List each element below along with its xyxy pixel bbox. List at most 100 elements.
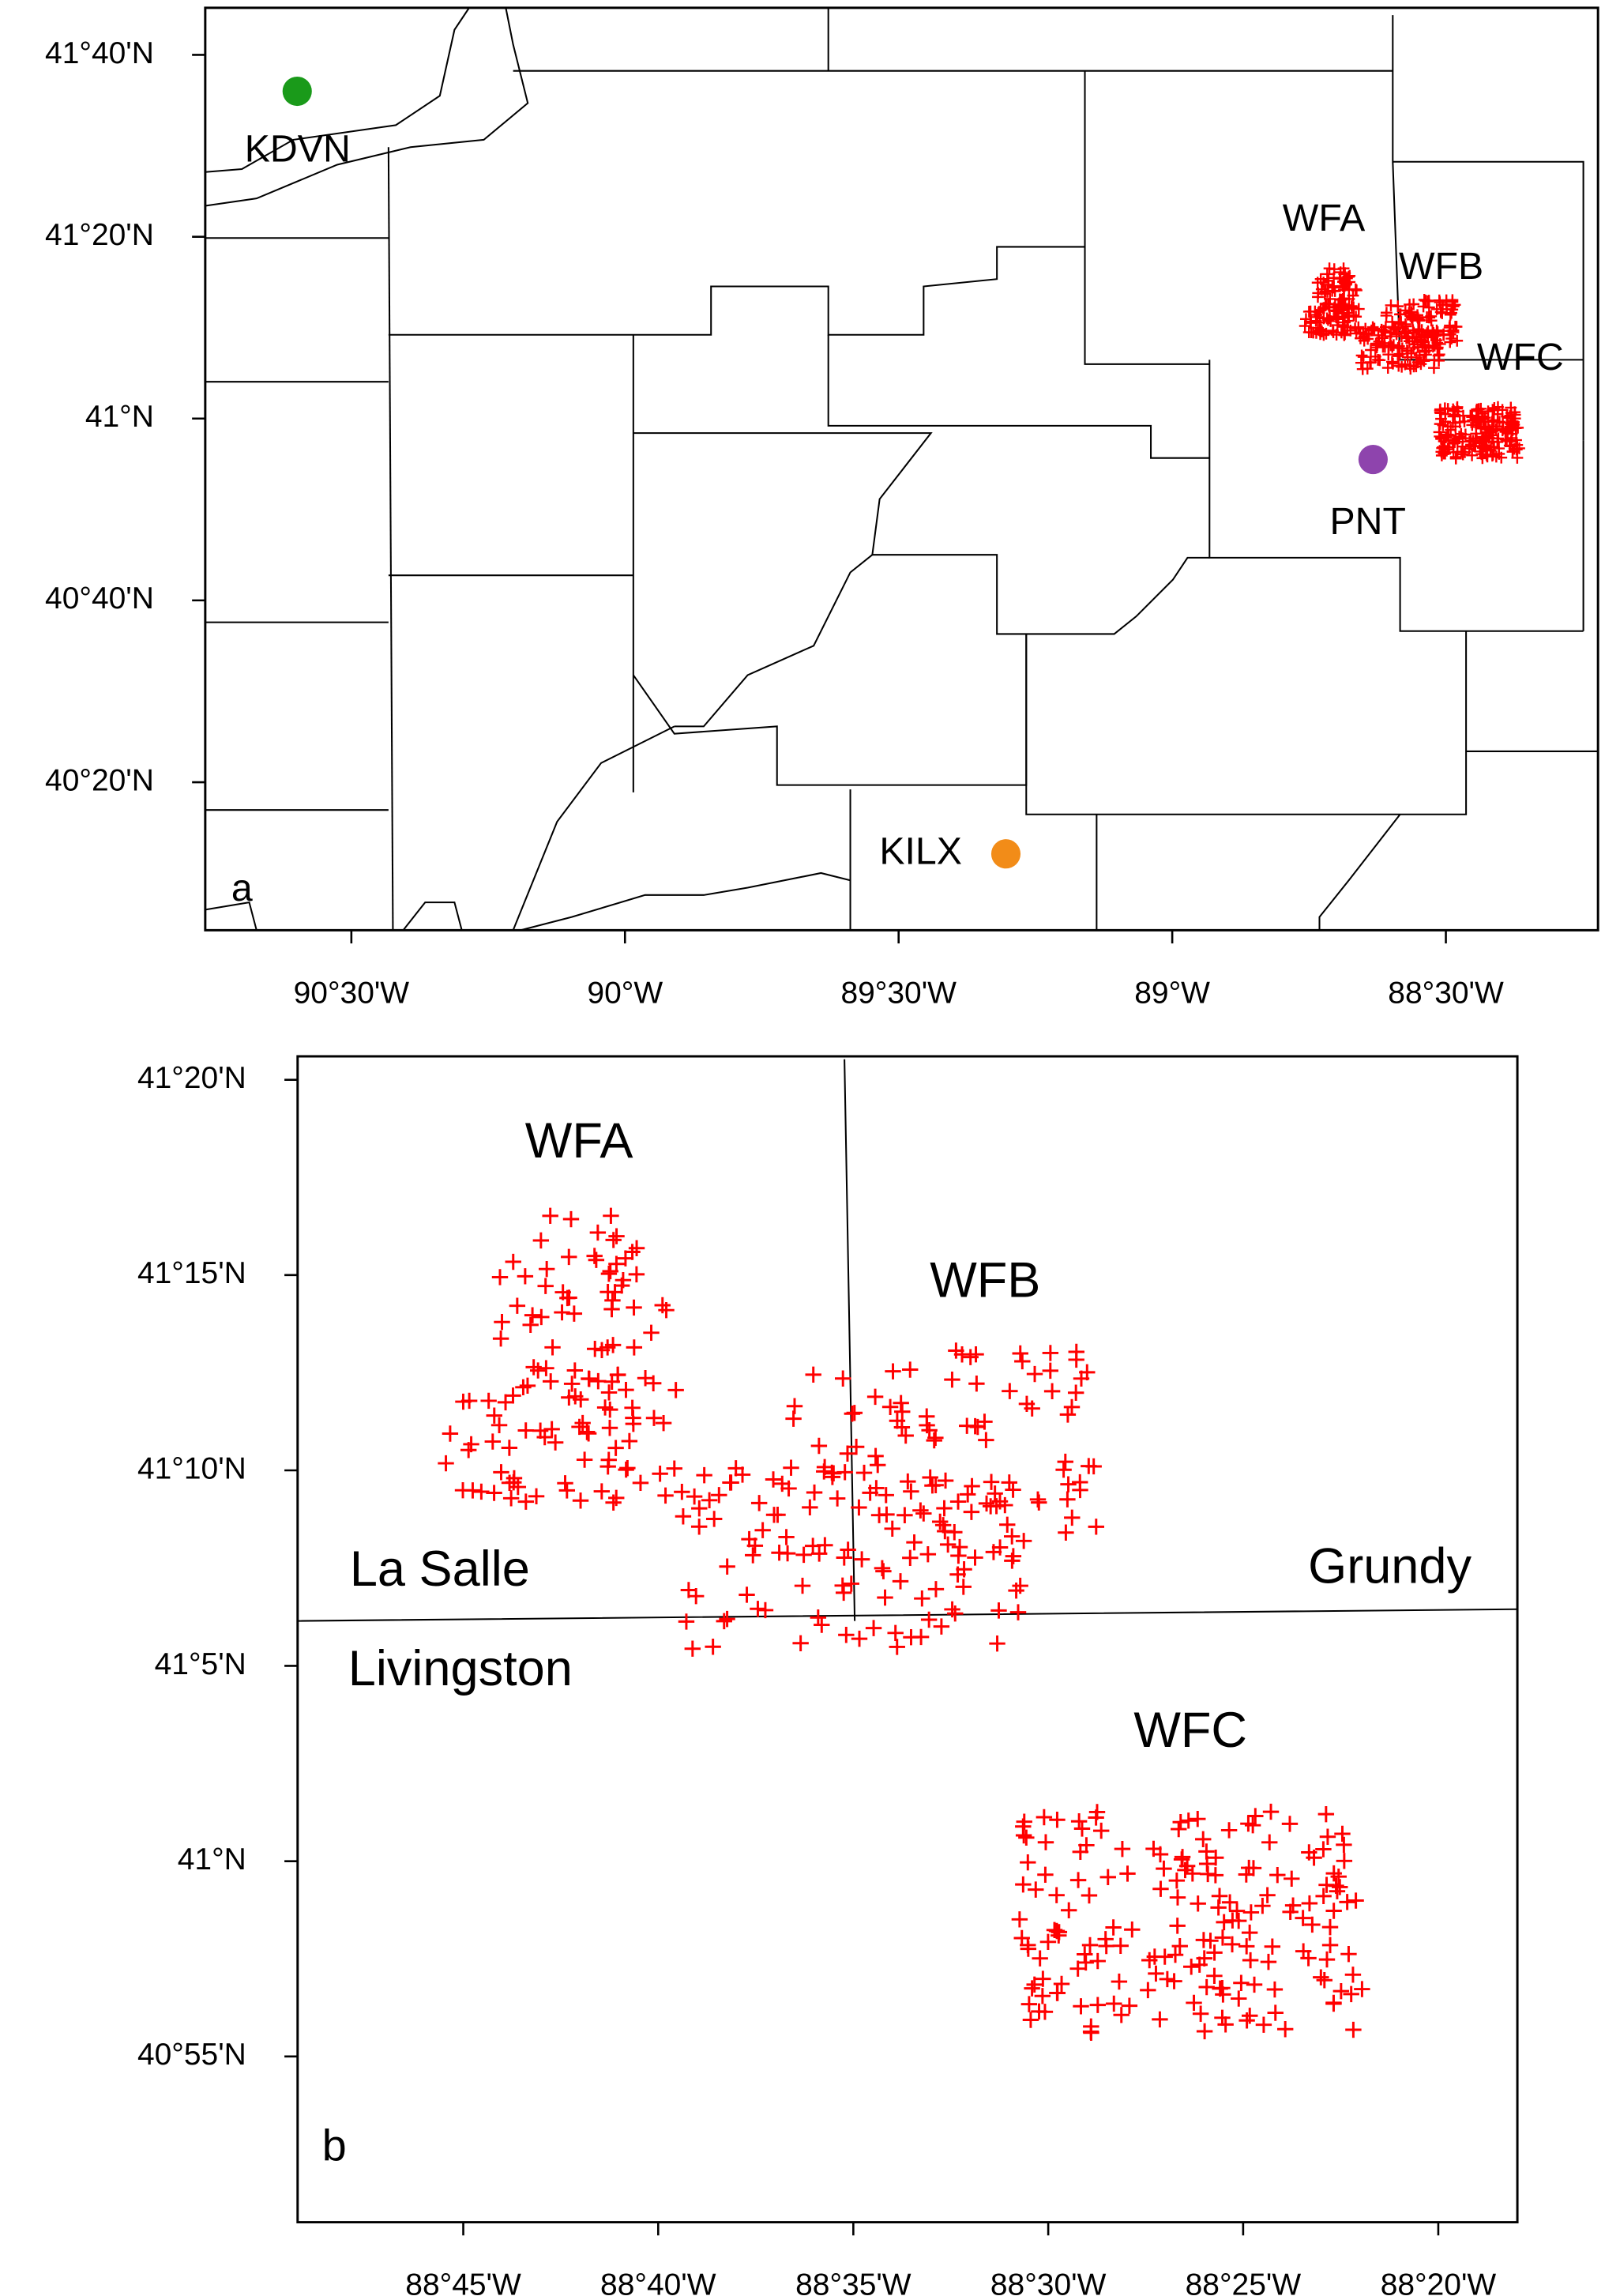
turbine-a bbox=[1496, 424, 1509, 437]
turbine-b bbox=[608, 1489, 625, 1507]
turbine-b bbox=[561, 1248, 577, 1266]
turbine-a bbox=[1457, 409, 1469, 422]
turbine-b bbox=[1316, 1972, 1332, 1989]
turbine-b bbox=[1083, 2018, 1099, 2035]
farm-label: WFC bbox=[1133, 1703, 1247, 1758]
turbine-b bbox=[1070, 1813, 1088, 1830]
turbine-a bbox=[1466, 449, 1479, 461]
x-tick-label: 88°45'W bbox=[405, 2268, 521, 2296]
turbine-a bbox=[1435, 446, 1448, 458]
turbine-b bbox=[846, 1405, 863, 1421]
turbine-a bbox=[1375, 323, 1388, 336]
county-boundaries-a bbox=[205, 7, 1599, 932]
turbine-a bbox=[1343, 309, 1355, 322]
turbine-b bbox=[1059, 1491, 1076, 1507]
turbine-b bbox=[875, 1563, 892, 1579]
turbine-b bbox=[1202, 1933, 1219, 1949]
turbine-b bbox=[599, 1339, 616, 1356]
turbine-a bbox=[1488, 402, 1501, 414]
turbine-a bbox=[1493, 416, 1505, 428]
county-boundaries-b bbox=[297, 1059, 1518, 1622]
turbine-b bbox=[690, 1519, 708, 1535]
turbine-a bbox=[1392, 300, 1404, 313]
turbine-a bbox=[1499, 433, 1512, 446]
turbine-b bbox=[834, 1577, 851, 1594]
turbine-b bbox=[572, 1492, 589, 1509]
turbine-a bbox=[1487, 404, 1499, 416]
radar-site bbox=[282, 76, 312, 107]
county-label: Grundy bbox=[1308, 1538, 1472, 1594]
turbine-a bbox=[1430, 324, 1443, 337]
turbine-b bbox=[537, 1278, 554, 1294]
turbine-a bbox=[1466, 411, 1479, 423]
site-label: KILX bbox=[879, 830, 962, 873]
turbine-b bbox=[937, 1523, 953, 1540]
turbine-a bbox=[1350, 311, 1363, 323]
turbine-b bbox=[486, 1407, 502, 1424]
turbine-b bbox=[628, 1240, 645, 1256]
panel-b-frame bbox=[296, 1055, 1519, 2224]
turbine-a bbox=[1359, 322, 1372, 335]
turbine-a bbox=[1311, 277, 1324, 289]
turbine-a bbox=[1366, 321, 1379, 333]
turbine-b bbox=[590, 1372, 607, 1390]
turbine-a bbox=[1401, 351, 1414, 363]
turbine-b bbox=[936, 1500, 953, 1517]
turbine-a bbox=[1495, 451, 1508, 464]
turbine-b bbox=[587, 1341, 603, 1357]
farm-label: WFC bbox=[1477, 336, 1564, 378]
turbine-a bbox=[1419, 295, 1432, 307]
turbine-b bbox=[1228, 1903, 1246, 1919]
turbine-a bbox=[1337, 307, 1350, 320]
turbine-b bbox=[1106, 1995, 1122, 2012]
turbine-b bbox=[1264, 1938, 1281, 1955]
y-tick-label: 40°20'N bbox=[45, 763, 154, 797]
turbine-b bbox=[1005, 1481, 1021, 1498]
turbine-a bbox=[1484, 444, 1497, 457]
turbine-b bbox=[1242, 1952, 1259, 1969]
turbine-a bbox=[1479, 412, 1491, 424]
turbine-b bbox=[987, 1485, 1003, 1502]
turbine-b bbox=[1022, 2012, 1039, 2028]
turbine-b bbox=[896, 1507, 913, 1523]
turbine-b bbox=[684, 1640, 701, 1657]
turbine-a bbox=[1385, 339, 1397, 352]
turbine-b bbox=[894, 1403, 911, 1420]
turbine-b bbox=[853, 1551, 870, 1568]
turbine-a bbox=[1470, 405, 1483, 417]
turbine-b bbox=[870, 1507, 888, 1523]
turbine-b bbox=[686, 1488, 703, 1505]
turbine-a bbox=[1459, 428, 1472, 441]
turbine-b bbox=[1088, 1804, 1106, 1820]
turbine-b bbox=[1079, 1364, 1096, 1381]
turbine-b bbox=[1330, 1868, 1347, 1885]
turbine-b bbox=[802, 1499, 818, 1516]
turbine-b bbox=[494, 1313, 510, 1331]
turbine-b bbox=[959, 1486, 976, 1503]
turbine-b bbox=[1241, 1924, 1258, 1941]
turbine-a bbox=[1309, 305, 1321, 318]
turbine-a bbox=[1434, 418, 1446, 431]
turbine-b bbox=[480, 1392, 497, 1410]
turbine-b bbox=[1340, 1945, 1357, 1963]
turbine-b bbox=[978, 1432, 994, 1448]
turbine-b bbox=[1304, 1916, 1321, 1933]
turbine-b bbox=[696, 1466, 712, 1484]
turbine-a bbox=[1377, 341, 1389, 353]
turbine-b bbox=[1216, 1914, 1232, 1931]
turbine-b bbox=[701, 1492, 718, 1509]
turbine-b bbox=[1036, 1809, 1053, 1826]
turbine-b bbox=[889, 1639, 905, 1655]
turbine-b bbox=[956, 1561, 972, 1578]
turbine-b bbox=[1214, 2009, 1231, 2027]
turbine-b bbox=[1262, 1803, 1280, 1820]
turbine-b bbox=[885, 1363, 901, 1379]
turbine-a bbox=[1310, 326, 1322, 339]
turbine-b bbox=[628, 1266, 645, 1283]
turbine-b bbox=[947, 1605, 964, 1622]
turbine-a bbox=[1445, 333, 1458, 345]
turbine-a bbox=[1487, 429, 1499, 442]
turbine-b bbox=[626, 1299, 642, 1316]
turbine-a bbox=[1430, 329, 1442, 342]
